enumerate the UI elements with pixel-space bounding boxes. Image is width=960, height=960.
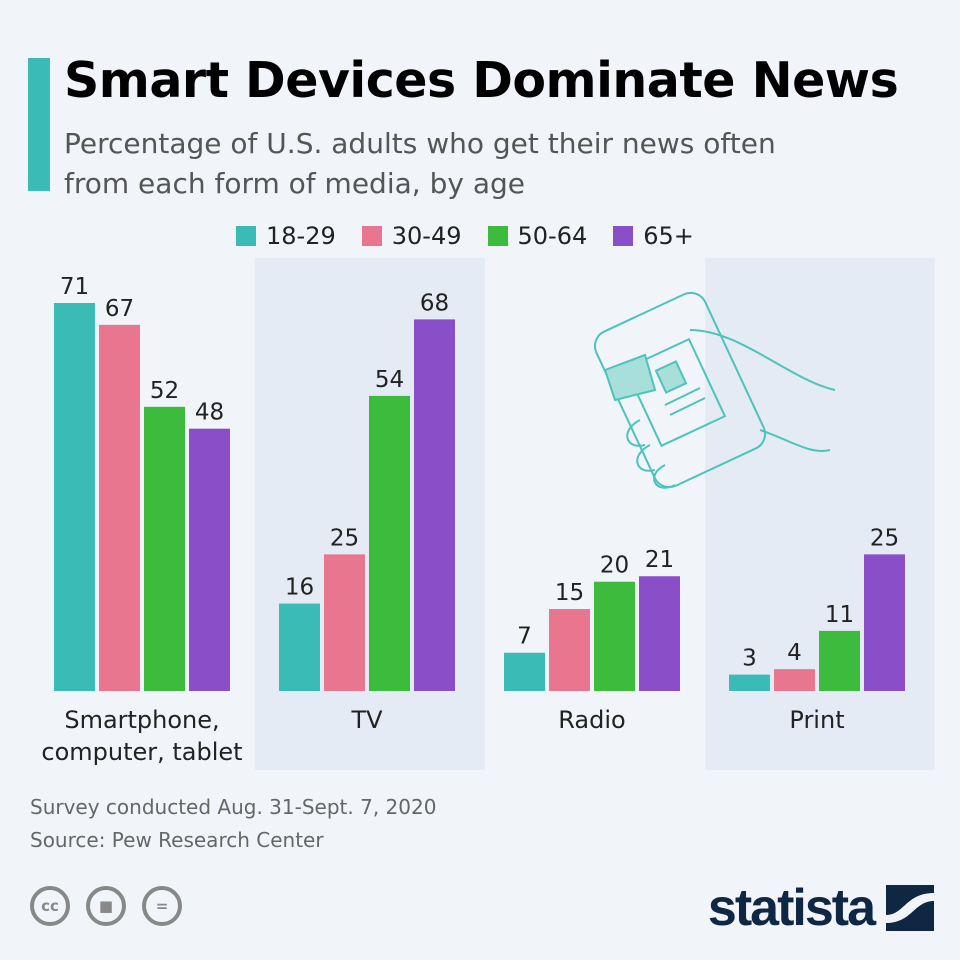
data-label: 4 [787,640,802,666]
data-label: 67 [105,296,134,322]
bar-65+-1 [414,319,455,691]
bar-30-49-0 [99,324,140,691]
bar-50-64-1 [369,395,410,691]
legend-item-50-64: 50-64 [487,222,588,250]
category-label-tv: TV [351,706,383,734]
bar-30-49-3 [774,669,815,691]
legend: 18-29 30-49 50-64 65+ [236,222,694,250]
title-accent-bar [28,58,50,191]
bar-50-64-0 [144,406,185,691]
legend-swatch [361,226,382,246]
bar-18-29-3 [729,674,770,691]
bar-30-49-1 [324,554,365,691]
legend-label: 18-29 [266,222,336,250]
statista-logo-icon [886,885,934,931]
data-label: 20 [600,553,629,579]
statista-wordmark: statista [707,879,876,937]
legend-label: 50-64 [517,222,588,250]
data-label: 7 [517,624,532,650]
legend-label: 65+ [643,222,694,250]
attribution-icon[interactable]: ■ [86,886,126,926]
data-label: 15 [555,580,584,606]
bar-50-64-2 [594,581,635,691]
category-label-radio: Radio [558,706,626,734]
data-label: 68 [420,290,449,316]
data-label: 21 [645,547,674,573]
no-derivatives-icon[interactable]: = [142,886,182,926]
bar-18-29-1 [279,603,320,691]
chart-title: Smart Devices Dominate News [64,52,899,109]
cc-license-icon[interactable]: cc [30,886,70,926]
data-label: 52 [150,378,179,404]
data-label: 16 [285,575,314,601]
data-label: 48 [195,400,224,426]
statista-logo[interactable]: statista [708,878,934,938]
bar-30-49-2 [549,609,590,691]
bar-50-64-3 [819,630,860,691]
data-label: 54 [375,367,404,393]
source-note: Source: Pew Research Center [30,828,324,852]
data-label: 11 [825,602,854,628]
data-label: 3 [742,646,757,672]
legend-item-30-49: 30-49 [361,222,462,250]
category-label-smartphone: Smartphone, computer, tablet [41,706,243,766]
data-label: 25 [330,525,359,551]
legend-swatch [487,226,508,246]
legend-label: 30-49 [391,222,462,250]
legend-swatch [613,226,634,246]
bar-18-29-2 [504,652,545,691]
data-label: 25 [870,525,899,551]
legend-item-65+: 65+ [613,222,694,250]
chart-subtitle: Percentage of U.S. adults who get their … [64,127,776,200]
bar-65+-0 [189,428,230,691]
bar-65+-2 [639,576,680,691]
legend-swatch [236,226,256,246]
bar-65+-3 [864,554,905,691]
data-label: 71 [60,274,89,300]
survey-note: Survey conducted Aug. 31-Sept. 7, 2020 [30,795,437,819]
bar-18-29-0 [54,302,95,691]
category-label-print: Print [789,706,845,734]
legend-item-18-29: 18-29 [236,222,336,250]
